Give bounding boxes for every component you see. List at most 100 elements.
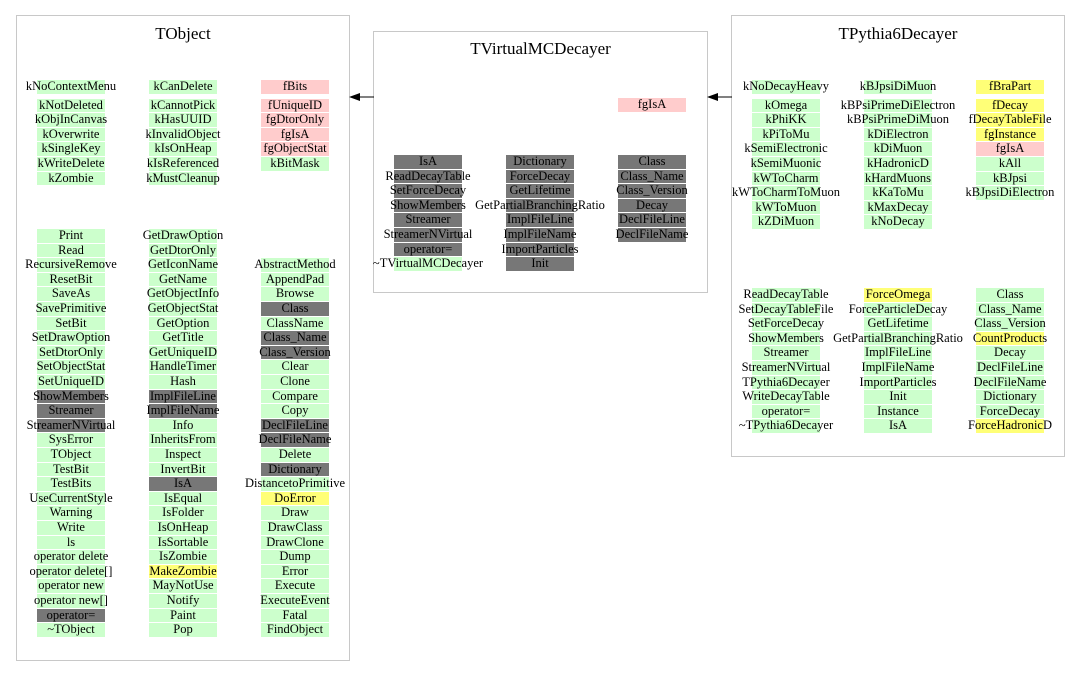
- method-cell: StreamerNVirtual: [742, 360, 830, 375]
- method-label: Hash: [170, 374, 196, 388]
- method-cell: Class_Name: [261, 331, 329, 345]
- method-cell: MakeZombie: [149, 564, 217, 579]
- data-member-cell: kBJpsi: [976, 170, 1044, 186]
- method-cell: StreamerNVirtual: [27, 418, 115, 433]
- method-label: Class_Version: [974, 316, 1046, 331]
- method-label: GetObjectInfo: [146, 286, 220, 301]
- method-label: DoError: [274, 490, 316, 505]
- method-label: operator new[]: [34, 593, 108, 607]
- method-cell: ExecuteEvent: [260, 593, 330, 608]
- method-label: ClassName: [266, 315, 324, 330]
- method-cell: Dictionary: [976, 390, 1044, 404]
- data-member-label: kNoDecayHeavy: [742, 79, 830, 93]
- method-label: DeclFileName: [615, 227, 689, 241]
- method-cell: Init: [506, 257, 574, 271]
- inheritance-arrow-tvirtualmcdecayer-to-tobject: [349, 93, 374, 101]
- method-label: SavePrimitive: [35, 301, 107, 315]
- method-label: IsA: [173, 476, 193, 491]
- method-cell: ImportParticles: [859, 375, 937, 390]
- method-label: DeclFileLine: [977, 360, 1043, 374]
- data-member-label: kBPsiPrimeDiElectron: [840, 97, 956, 112]
- data-member-cell: fDecay: [976, 98, 1044, 113]
- method-cell: ImplFileName: [146, 403, 220, 418]
- method-cell: Paint: [149, 608, 217, 623]
- data-member-cell: fDecayTableFile: [968, 113, 1052, 127]
- method-cell: Class_Name: [618, 169, 686, 184]
- method-cell: SysError: [37, 433, 105, 447]
- data-member-label: kBJpsiDiElectron: [965, 185, 1055, 200]
- method-label: MayNotUse: [152, 578, 214, 593]
- method-label: ExecuteEvent: [260, 593, 330, 607]
- method-cell: TPythia6Decayer: [742, 375, 830, 390]
- method-label: Clone: [280, 374, 310, 388]
- method-label: Streamer: [48, 403, 94, 418]
- method-label: operator=: [761, 403, 811, 418]
- method-cell: Info: [149, 418, 217, 433]
- data-member-cell: fBraPart: [976, 79, 1044, 94]
- data-member-label: kKaToMu: [872, 185, 924, 200]
- method-cell: CountProducts: [973, 331, 1047, 346]
- method-cell: operator delete[]: [30, 564, 112, 579]
- method-cell: SavePrimitive: [35, 301, 107, 316]
- method-label: Draw: [281, 505, 309, 520]
- method-label: ImportParticles: [501, 241, 579, 256]
- method-cell: ~TObject: [37, 623, 105, 637]
- method-label: Write: [57, 520, 85, 534]
- method-label: Dictionary: [983, 389, 1037, 404]
- data-member-label: kMaxDecay: [867, 199, 929, 214]
- method-label: Class_Version: [616, 183, 688, 198]
- method-cell: GetOption: [149, 316, 217, 331]
- data-member-cell: kIsOnHeap: [149, 142, 217, 156]
- method-cell: Pop: [149, 623, 217, 637]
- method-label: IsA: [888, 418, 908, 433]
- method-label: ImplFileName: [146, 403, 220, 418]
- data-member-cell: kNoContextMenu: [26, 79, 116, 94]
- method-label: Notify: [166, 593, 200, 607]
- method-cell: GetUniqueID: [149, 345, 217, 360]
- data-member-label: kZombie: [48, 170, 94, 185]
- method-label: Clear: [281, 359, 309, 374]
- method-cell: IsOnHeap: [149, 520, 217, 535]
- method-cell: operator new: [37, 579, 105, 593]
- method-label: SetBit: [55, 315, 87, 330]
- method-label: operator delete: [33, 549, 109, 564]
- method-label: StreamerNVirtual: [26, 417, 116, 432]
- method-label: Error: [281, 563, 309, 578]
- data-member-label: kBJpsi: [992, 170, 1028, 185]
- method-label: ~TVirtualMCDecayer: [372, 256, 484, 271]
- method-cell: ~TPythia6Decayer: [739, 419, 833, 433]
- method-cell: Dictionary: [506, 154, 574, 169]
- data-member-label: kInvalidObject: [145, 126, 221, 141]
- method-cell: GetObjectInfo: [146, 286, 220, 301]
- class-title: TPythia6Decayer: [838, 24, 958, 43]
- method-cell: AbstractMethod: [254, 258, 336, 272]
- method-label: IsFolder: [162, 505, 204, 520]
- method-label: StreamerNVirtual: [741, 360, 831, 374]
- data-member-label: fBraPart: [988, 79, 1032, 93]
- method-label: Class_Name: [263, 330, 327, 345]
- method-label: TObject: [50, 447, 92, 461]
- method-label: SetUniqueID: [38, 374, 104, 388]
- data-member-cell: kMustCleanup: [146, 171, 220, 186]
- method-cell: Streamer: [752, 346, 820, 360]
- method-label: Print: [58, 228, 84, 242]
- data-member-cell: kNoDecayHeavy: [743, 79, 829, 94]
- method-cell: Print: [37, 228, 105, 243]
- method-cell: DeclFileLine: [976, 360, 1044, 375]
- method-cell: Decay: [976, 346, 1044, 360]
- method-cell: DeclFileName: [259, 433, 331, 447]
- data-member-label: kCanDelete: [153, 79, 213, 93]
- data-member-cell: fgInstance: [976, 127, 1044, 142]
- data-member-label: kDiMuon: [873, 141, 923, 156]
- method-cell: ReadDecayTable: [743, 287, 829, 302]
- method-label: ~TPythia6Decayer: [738, 418, 834, 433]
- method-label: SetDrawOption: [31, 330, 111, 345]
- data-member-cell: kPiToMu: [752, 127, 820, 142]
- data-member-cell: kAll: [976, 156, 1044, 171]
- method-cell: ForceHadronicD: [968, 419, 1052, 433]
- method-cell: DistancetoPrimitive: [245, 477, 345, 491]
- method-label: ImplFileLine: [150, 388, 216, 403]
- method-cell: ls: [37, 535, 105, 550]
- data-member-label: kWToMuon: [755, 199, 817, 214]
- method-label: operator new: [38, 578, 104, 593]
